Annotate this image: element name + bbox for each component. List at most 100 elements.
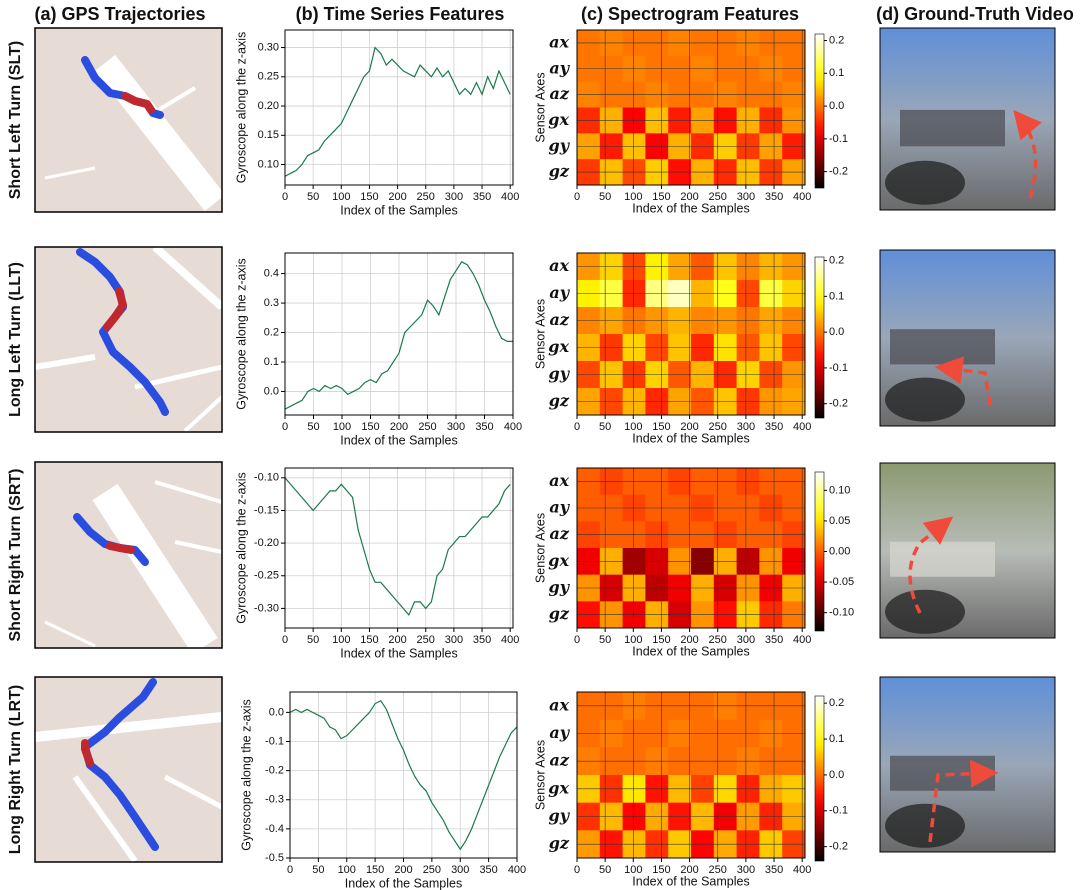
y-tick-label: -0.10 — [254, 472, 279, 484]
map-frame — [34, 676, 223, 863]
y-tick-label: 0.20 — [258, 100, 279, 112]
plot-frame — [284, 252, 514, 416]
x-tick-label: 250 — [709, 634, 727, 646]
x-tick-label: 400 — [504, 421, 522, 433]
y-category-label: ax — [549, 471, 569, 490]
y-category-label: az — [550, 524, 570, 543]
plot-frame — [284, 29, 514, 186]
x-tick-label: 150 — [652, 864, 670, 876]
x-tick-label: 300 — [737, 421, 755, 433]
video-blur — [885, 377, 965, 422]
colorbar-tick-label: -0.1 — [829, 133, 848, 145]
colorbar-tick-label: -0.10 — [829, 607, 854, 619]
video-blur — [885, 589, 965, 634]
x-tick-label: 200 — [390, 421, 408, 433]
y-tick-label: 0.0 — [264, 385, 279, 397]
colorbar-tick-label: -0.1 — [829, 362, 848, 374]
y-tick-label: -0.4 — [265, 823, 284, 835]
y-tick-label: 0.4 — [264, 268, 279, 280]
video-frame — [879, 462, 1056, 639]
map-road — [34, 712, 223, 742]
x-axis-label: Index of the Samples — [340, 203, 457, 217]
x-tick-label: 0 — [574, 864, 580, 876]
map-road — [154, 480, 223, 504]
x-axis-label: Index of the Samples — [340, 646, 457, 660]
row-label: Short Left Turn (SLT) — [7, 41, 24, 199]
video-scene — [890, 329, 995, 365]
line — [284, 46, 511, 177]
x-tick-label: 250 — [709, 191, 727, 203]
video-border — [879, 27, 1056, 211]
colorbar-tick-label: 0.0 — [829, 326, 844, 338]
map-frame — [34, 461, 223, 649]
y-tick-label: -0.5 — [265, 852, 284, 864]
plot-frame — [576, 29, 806, 186]
x-tick-label: 150 — [652, 421, 670, 433]
y-category-label: ax — [549, 256, 569, 275]
x-tick-label: 200 — [680, 421, 698, 433]
x-tick-label: 0 — [287, 864, 293, 876]
y-axis-label: Gyroscope along the z-axis — [239, 699, 253, 850]
x-tick-label: 400 — [793, 191, 811, 203]
y-category-label: gz — [549, 391, 570, 410]
y-tick-label: 0.0 — [269, 706, 284, 718]
y-axis-label: Sensor Axes — [533, 299, 547, 369]
gps-map — [34, 27, 226, 213]
row-label: Long Left Turn (LLT) — [7, 262, 24, 417]
trajectory-turn — [121, 92, 155, 114]
gps-map — [34, 244, 225, 433]
map-road — [44, 620, 96, 648]
colorbar-tick-label: 0.2 — [829, 697, 844, 709]
x-tick-label: 400 — [501, 634, 519, 646]
x-tick-label: 150 — [652, 634, 670, 646]
map-road — [174, 540, 223, 554]
x-tick-label: 0 — [282, 421, 288, 433]
x-tick-label: 200 — [388, 634, 406, 646]
x-tick-label: 300 — [445, 634, 463, 646]
x-tick-label: 150 — [652, 191, 670, 203]
x-tick-label: 200 — [680, 864, 698, 876]
x-tick-label: 300 — [737, 191, 755, 203]
x-tick-label: 50 — [307, 191, 319, 203]
x-tick-label: 50 — [307, 634, 319, 646]
x-tick-label: 150 — [360, 634, 378, 646]
colorbar-tick-label: 0.0 — [829, 769, 844, 781]
y-category-label: gx — [548, 551, 569, 570]
video-border — [879, 676, 1056, 853]
x-tick-label: 50 — [599, 634, 611, 646]
gps-map — [34, 676, 224, 863]
x-tick-label: 300 — [451, 864, 469, 876]
y-tick-label: 0.3 — [264, 297, 279, 309]
y-category-label: az — [550, 310, 570, 329]
video-blur — [885, 803, 965, 848]
y-category-label: ay — [549, 58, 570, 77]
y-category-label: ax — [549, 32, 569, 51]
column-header: (c) Spectrogram Features — [581, 4, 799, 24]
y-tick-label: 0.10 — [258, 158, 279, 170]
y-axis-label: Sensor Axes — [533, 740, 547, 810]
y-tick-label: 0.30 — [258, 41, 279, 53]
video-border — [879, 249, 1056, 427]
y-category-label: gy — [549, 578, 571, 597]
x-tick-label: 350 — [473, 191, 491, 203]
x-tick-label: 200 — [394, 864, 412, 876]
x-tick-label: 150 — [360, 191, 378, 203]
colorbar-tick-label: -0.2 — [829, 166, 848, 178]
colorbar-tick-label: 0.1 — [829, 290, 844, 302]
row-label: Short Right Turn (SRT) — [7, 469, 24, 642]
y-category-label: ay — [549, 498, 570, 517]
column-header: (b) Time Series Features — [296, 4, 505, 24]
x-tick-label: 200 — [680, 634, 698, 646]
y-tick-label: -0.25 — [254, 570, 279, 582]
x-tick-label: 0 — [574, 191, 580, 203]
video-arrow — [934, 356, 992, 406]
map-frame — [34, 246, 223, 433]
gps-map — [34, 461, 223, 655]
video-scene — [900, 109, 1005, 147]
plot-frame — [284, 467, 514, 629]
map-road — [183, 395, 224, 433]
map-road — [92, 483, 218, 655]
y-axis-label: Gyroscope along the z-axis — [234, 32, 248, 183]
colorbar-tick-label: 0.2 — [829, 254, 844, 266]
x-tick-label: 50 — [599, 191, 611, 203]
